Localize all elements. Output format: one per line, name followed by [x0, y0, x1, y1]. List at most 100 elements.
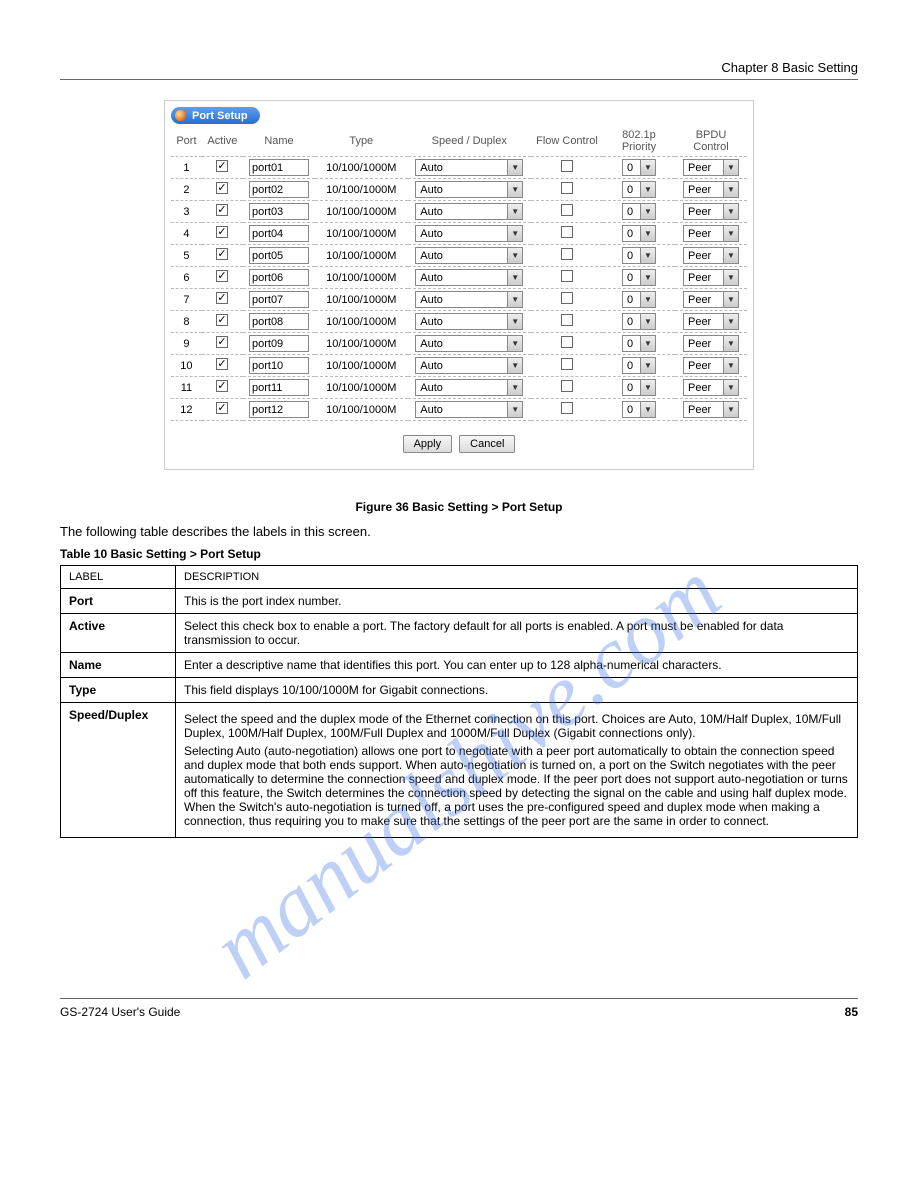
chevron-down-icon: ▼ [507, 226, 522, 241]
flow-control-checkbox[interactable] [561, 292, 573, 304]
bpdu-select[interactable]: Peer▼ [683, 401, 739, 418]
speed-duplex-select[interactable]: Auto▼ [415, 247, 523, 264]
priority-select[interactable]: 0▼ [622, 291, 656, 308]
port-type: 10/100/1000M [315, 355, 408, 377]
active-checkbox[interactable] [216, 358, 228, 370]
port-index: 6 [171, 267, 202, 289]
port-name-input[interactable] [249, 203, 309, 220]
bpdu-select[interactable]: Peer▼ [683, 379, 739, 396]
bpdu-select[interactable]: Peer▼ [683, 159, 739, 176]
priority-select[interactable]: 0▼ [622, 401, 656, 418]
active-checkbox[interactable] [216, 336, 228, 348]
chevron-down-icon: ▼ [640, 270, 655, 285]
bpdu-select[interactable]: Peer▼ [683, 313, 739, 330]
active-checkbox[interactable] [216, 380, 228, 392]
port-type: 10/100/1000M [315, 333, 408, 355]
priority-select[interactable]: 0▼ [622, 181, 656, 198]
bpdu-select[interactable]: Peer▼ [683, 335, 739, 352]
priority-select[interactable]: 0▼ [622, 159, 656, 176]
active-checkbox[interactable] [216, 226, 228, 238]
priority-select[interactable]: 0▼ [622, 269, 656, 286]
flow-control-checkbox[interactable] [561, 336, 573, 348]
port-name-input[interactable] [249, 269, 309, 286]
active-checkbox[interactable] [216, 292, 228, 304]
port-index: 9 [171, 333, 202, 355]
pill-dot-icon [175, 110, 186, 121]
active-checkbox[interactable] [216, 270, 228, 282]
speed-duplex-select[interactable]: Auto▼ [415, 379, 523, 396]
speed-duplex-select[interactable]: Auto▼ [415, 335, 523, 352]
desc-label: Speed/Duplex [61, 703, 176, 838]
bpdu-select[interactable]: Peer▼ [683, 269, 739, 286]
speed-duplex-select[interactable]: Auto▼ [415, 269, 523, 286]
priority-select[interactable]: 0▼ [622, 225, 656, 242]
desc-row: Active Select this check box to enable a… [61, 614, 858, 653]
speed-duplex-select[interactable]: Auto▼ [415, 401, 523, 418]
bpdu-select[interactable]: Peer▼ [683, 291, 739, 308]
flow-control-checkbox[interactable] [561, 226, 573, 238]
port-index: 5 [171, 245, 202, 267]
port-name-input[interactable] [249, 313, 309, 330]
chevron-down-icon: ▼ [723, 182, 738, 197]
port-name-input[interactable] [249, 357, 309, 374]
speed-duplex-select[interactable]: Auto▼ [415, 203, 523, 220]
active-checkbox[interactable] [216, 248, 228, 260]
port-name-input[interactable] [249, 291, 309, 308]
speed-duplex-select[interactable]: Auto▼ [415, 225, 523, 242]
flow-control-checkbox[interactable] [561, 314, 573, 326]
desc-row: Port This is the port index number. [61, 589, 858, 614]
port-setup-table: Port Active Name Type Speed / Duplex Flo… [171, 126, 747, 421]
desc-label: Port [61, 589, 176, 614]
chevron-down-icon: ▼ [640, 160, 655, 175]
flow-control-checkbox[interactable] [561, 380, 573, 392]
active-checkbox[interactable] [216, 182, 228, 194]
speed-duplex-select[interactable]: Auto▼ [415, 357, 523, 374]
priority-select[interactable]: 0▼ [622, 335, 656, 352]
port-name-input[interactable] [249, 225, 309, 242]
speed-duplex-select[interactable]: Auto▼ [415, 181, 523, 198]
port-name-input[interactable] [249, 159, 309, 176]
port-name-input[interactable] [249, 335, 309, 352]
active-checkbox[interactable] [216, 204, 228, 216]
priority-select[interactable]: 0▼ [622, 203, 656, 220]
priority-select[interactable]: 0▼ [622, 357, 656, 374]
flow-control-checkbox[interactable] [561, 402, 573, 414]
flow-control-checkbox[interactable] [561, 182, 573, 194]
bpdu-select[interactable]: Peer▼ [683, 225, 739, 242]
port-name-input[interactable] [249, 379, 309, 396]
desc-text: Enter a descriptive name that identifies… [176, 653, 858, 678]
apply-button[interactable]: Apply [403, 435, 453, 453]
port-index: 11 [171, 377, 202, 399]
port-name-input[interactable] [249, 181, 309, 198]
page-footer: GS-2724 User's Guide 85 [60, 998, 858, 1019]
priority-select[interactable]: 0▼ [622, 247, 656, 264]
flow-control-checkbox[interactable] [561, 270, 573, 282]
chevron-down-icon: ▼ [640, 204, 655, 219]
flow-control-checkbox[interactable] [561, 204, 573, 216]
chevron-down-icon: ▼ [723, 358, 738, 373]
chevron-down-icon: ▼ [640, 182, 655, 197]
active-checkbox[interactable] [216, 314, 228, 326]
chevron-down-icon: ▼ [507, 336, 522, 351]
chevron-down-icon: ▼ [723, 336, 738, 351]
bpdu-select[interactable]: Peer▼ [683, 181, 739, 198]
speed-duplex-select[interactable]: Auto▼ [415, 313, 523, 330]
chevron-down-icon: ▼ [723, 292, 738, 307]
active-checkbox[interactable] [216, 160, 228, 172]
port-name-input[interactable] [249, 247, 309, 264]
bpdu-select[interactable]: Peer▼ [683, 357, 739, 374]
cancel-button[interactable]: Cancel [459, 435, 515, 453]
priority-select[interactable]: 0▼ [622, 379, 656, 396]
flow-control-checkbox[interactable] [561, 248, 573, 260]
bpdu-select[interactable]: Peer▼ [683, 203, 739, 220]
flow-control-checkbox[interactable] [561, 358, 573, 370]
bpdu-select[interactable]: Peer▼ [683, 247, 739, 264]
port-name-input[interactable] [249, 401, 309, 418]
priority-select[interactable]: 0▼ [622, 313, 656, 330]
flow-control-checkbox[interactable] [561, 160, 573, 172]
active-checkbox[interactable] [216, 402, 228, 414]
port-index: 10 [171, 355, 202, 377]
speed-duplex-select[interactable]: Auto▼ [415, 159, 523, 176]
speed-duplex-select[interactable]: Auto▼ [415, 291, 523, 308]
chevron-down-icon: ▼ [723, 314, 738, 329]
